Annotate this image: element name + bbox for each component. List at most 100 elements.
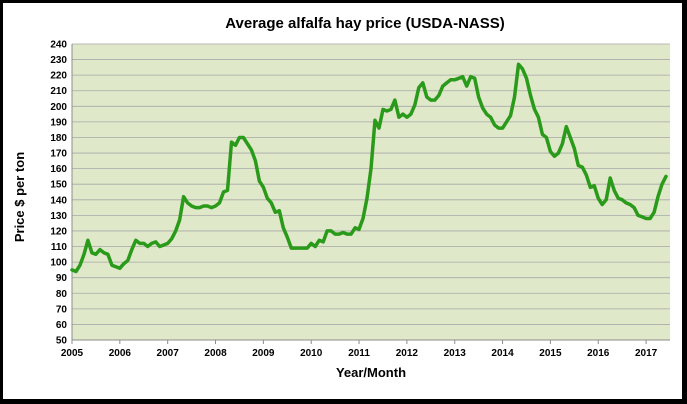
- data-point: [274, 211, 276, 213]
- data-point: [577, 165, 579, 166]
- x-tick-label: 2012: [396, 348, 419, 359]
- data-point: [258, 180, 260, 182]
- data-point: [238, 137, 240, 138]
- data-point: [645, 218, 647, 219]
- data-point: [474, 77, 476, 79]
- data-point: [541, 133, 543, 135]
- data-point: [613, 189, 615, 191]
- data-point: [131, 249, 133, 251]
- data-point: [179, 219, 181, 221]
- data-point: [111, 264, 113, 266]
- data-point: [609, 177, 611, 179]
- data-point: [502, 127, 504, 129]
- data-point: [95, 253, 97, 255]
- data-point: [211, 207, 212, 209]
- data-point: [183, 196, 185, 198]
- x-tick-label: 2006: [109, 348, 132, 359]
- data-point: [326, 230, 328, 232]
- data-point: [450, 79, 452, 81]
- data-point: [617, 197, 619, 199]
- data-point: [366, 197, 368, 199]
- data-point: [123, 263, 125, 265]
- data-point: [235, 144, 236, 146]
- y-tick-label: 140: [50, 195, 67, 206]
- data-point: [187, 202, 189, 204]
- data-point: [621, 199, 623, 201]
- data-point: [414, 104, 416, 106]
- data-point: [442, 85, 444, 87]
- data-point: [350, 233, 352, 235]
- data-point: [378, 127, 380, 129]
- data-point: [71, 269, 73, 271]
- y-tick-label: 60: [56, 320, 68, 331]
- x-tick-label: 2007: [157, 348, 180, 359]
- data-point: [282, 227, 284, 229]
- data-point: [454, 79, 456, 81]
- data-point: [167, 242, 169, 244]
- data-point: [159, 246, 161, 247]
- data-point: [498, 127, 500, 129]
- data-point: [322, 241, 324, 243]
- data-point: [310, 242, 312, 244]
- data-point: [518, 63, 519, 65]
- y-tick-label: 150: [50, 180, 67, 191]
- data-point: [537, 116, 539, 118]
- x-axis-title: Year/Month: [336, 365, 406, 380]
- data-point: [199, 207, 201, 209]
- data-point: [270, 202, 272, 204]
- chart-frame: Average alfalfa hay price (USDA-NASS) 50…: [2, 2, 683, 400]
- data-point: [482, 107, 484, 109]
- data-point: [629, 204, 631, 205]
- data-point: [426, 96, 428, 98]
- data-point: [286, 236, 288, 238]
- data-point: [203, 205, 205, 207]
- data-points: [71, 63, 667, 272]
- data-point: [382, 108, 384, 110]
- data-point: [346, 233, 348, 235]
- data-point: [633, 207, 635, 209]
- x-tick-label: 2010: [300, 348, 323, 359]
- data-point: [227, 189, 228, 191]
- data-point: [103, 252, 105, 254]
- x-tick-label: 2016: [587, 348, 610, 359]
- data-point: [530, 94, 531, 96]
- data-point: [151, 242, 153, 244]
- chart-title: Average alfalfa hay price (USDA-NASS): [225, 15, 505, 32]
- data-point: [462, 76, 464, 78]
- data-point: [641, 216, 643, 218]
- data-point: [79, 264, 81, 266]
- data-point: [597, 197, 599, 199]
- data-point: [99, 249, 101, 251]
- data-point: [434, 99, 436, 101]
- data-point: [342, 232, 344, 233]
- data-point: [649, 218, 651, 219]
- data-point: [398, 116, 400, 118]
- x-tick-label: 2005: [61, 348, 84, 359]
- data-point: [526, 77, 527, 79]
- y-tick-labels: 50 60 70 80 90 100 110 120 130 140 150 160 170 180 190…: [50, 40, 67, 347]
- data-point: [262, 186, 264, 188]
- data-point: [306, 247, 308, 249]
- data-point: [390, 108, 392, 110]
- data-point: [514, 96, 515, 98]
- data-point: [549, 151, 551, 152]
- data-point: [354, 227, 356, 229]
- data-point: [242, 137, 244, 138]
- data-point: [155, 241, 157, 243]
- y-tick-label: 110: [51, 242, 68, 253]
- y-tick-label: 200: [50, 102, 67, 113]
- x-tick-label: 2013: [444, 348, 467, 359]
- data-point: [215, 205, 216, 207]
- data-point: [254, 160, 256, 162]
- y-tick-label: 70: [56, 304, 68, 315]
- data-point: [330, 230, 332, 232]
- data-point: [486, 113, 488, 115]
- line-chart: Average alfalfa hay price (USDA-NASS) 50…: [12, 15, 670, 380]
- data-point: [127, 260, 129, 261]
- data-point: [87, 239, 89, 241]
- x-tick-label: 2014: [491, 348, 514, 359]
- data-point: [250, 149, 252, 151]
- data-point: [418, 87, 420, 89]
- data-point: [478, 96, 480, 98]
- data-point: [402, 113, 404, 115]
